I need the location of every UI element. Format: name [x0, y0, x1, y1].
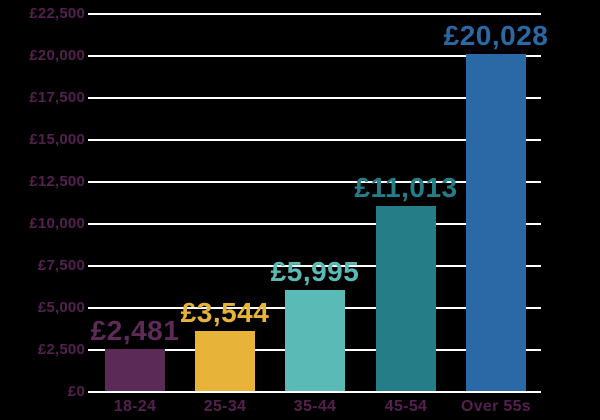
- y-tick-label: £10,000: [29, 214, 85, 232]
- y-tick-label: £17,500: [29, 88, 85, 106]
- y-tick-label: £22,500: [29, 4, 85, 22]
- value-label-25-34: £3,544: [180, 297, 270, 328]
- gridline: [88, 12, 541, 15]
- gridline: [88, 222, 541, 225]
- y-tick-label: £5,000: [37, 298, 85, 316]
- bar-35-44: [285, 290, 345, 391]
- x-tick-label-25-34: 25-34: [203, 398, 247, 415]
- x-tick-label-over-55s: Over 55s: [460, 398, 532, 415]
- bar-over-55s: [466, 54, 526, 391]
- y-tick-label: £2,500: [37, 340, 85, 358]
- gridline: [88, 391, 541, 393]
- y-tick-label: £0: [67, 383, 85, 400]
- y-tick-label: £20,000: [29, 46, 85, 64]
- bar-45-54: [376, 206, 436, 391]
- gridline: [88, 264, 541, 267]
- gridline: [88, 96, 541, 99]
- value-label-45-54: £11,013: [354, 172, 458, 203]
- bar-18-24: [105, 349, 165, 391]
- gridline: [88, 180, 541, 183]
- y-tick-label: £7,500: [37, 256, 85, 274]
- value-label-over-55s: £20,028: [443, 20, 549, 51]
- gridline: [88, 54, 541, 57]
- x-tick-label-18-24: 18-24: [113, 398, 157, 415]
- gridline: [88, 138, 541, 141]
- value-label-35-44: £5,995: [270, 256, 360, 287]
- x-tick-label-35-44: 35-44: [293, 398, 337, 415]
- y-tick-label: £12,500: [29, 172, 85, 190]
- x-tick-label-45-54: 45-54: [384, 398, 428, 415]
- bar-25-34: [195, 331, 255, 391]
- y-tick-label: £15,000: [29, 130, 85, 148]
- value-label-18-24: £2,481: [90, 315, 180, 346]
